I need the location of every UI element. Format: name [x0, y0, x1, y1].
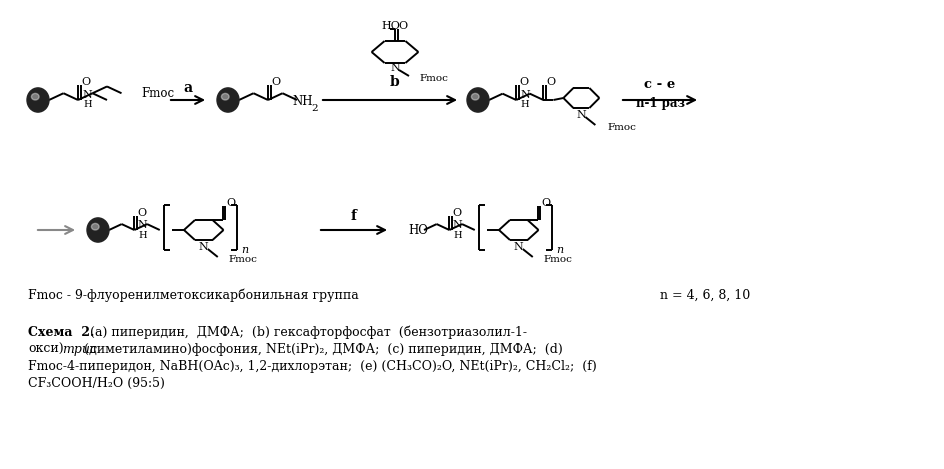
Text: CF₃COOH/H₂O (95:5): CF₃COOH/H₂O (95:5)	[28, 377, 165, 389]
Text: c - e: c - e	[645, 77, 676, 91]
Text: Fmoc: Fmoc	[228, 255, 258, 264]
Text: N: N	[514, 242, 524, 252]
Ellipse shape	[467, 88, 489, 112]
Text: O: O	[547, 77, 556, 87]
Text: N: N	[453, 220, 463, 230]
Text: (диметиламино)фосфония, NEt(iPr)₂, ДМФА;  (c) пиперидин, ДМФА;  (d): (диметиламино)фосфония, NEt(iPr)₂, ДМФА;…	[84, 342, 563, 356]
Ellipse shape	[92, 223, 99, 230]
Ellipse shape	[222, 93, 229, 100]
Text: Схема  2.: Схема 2.	[28, 325, 94, 339]
Text: H: H	[453, 231, 462, 240]
Text: O: O	[541, 198, 550, 208]
Text: H: H	[521, 100, 530, 109]
Text: HO: HO	[381, 21, 400, 31]
Text: Fmoc: Fmoc	[142, 87, 175, 100]
Text: (a) пиперидин,  ДМФА;  (b) гексафторфосфат  (бензотриазолил-1-: (a) пиперидин, ДМФА; (b) гексафторфосфат…	[82, 325, 527, 339]
Ellipse shape	[471, 93, 480, 100]
Text: Fmoc: Fmoc	[544, 255, 573, 264]
Text: Fmoc-4-пиперидон, NaBH(OAc)₃, 1,2-дихлорэтан;  (e) (CH₃CO)₂O, NEt(iPr)₂, CH₂Cl₂;: Fmoc-4-пиперидон, NaBH(OAc)₃, 1,2-дихлор…	[28, 360, 597, 372]
Text: n: n	[242, 245, 248, 255]
Text: трис: трис	[62, 342, 97, 356]
Text: NH: NH	[293, 94, 313, 107]
Text: 2: 2	[312, 104, 318, 113]
Ellipse shape	[217, 88, 239, 112]
Text: a: a	[183, 81, 193, 95]
Text: H: H	[139, 231, 147, 240]
Text: n-1 раз: n-1 раз	[635, 97, 684, 109]
Text: окси): окси)	[28, 342, 63, 356]
Text: O: O	[138, 208, 147, 218]
Text: O: O	[81, 77, 91, 87]
Text: f: f	[351, 209, 357, 223]
Text: Fmoc: Fmoc	[419, 74, 447, 83]
Text: n: n	[557, 245, 564, 255]
Text: HO: HO	[408, 224, 428, 236]
Text: O: O	[519, 77, 529, 87]
Text: H: H	[83, 100, 92, 109]
Text: N: N	[199, 242, 209, 252]
Text: N: N	[577, 110, 586, 120]
Ellipse shape	[87, 218, 109, 242]
Text: N: N	[138, 220, 147, 230]
Ellipse shape	[27, 88, 49, 112]
Text: N: N	[82, 90, 93, 99]
Text: O: O	[398, 21, 408, 31]
Text: O: O	[453, 208, 462, 218]
Text: O: O	[226, 198, 235, 208]
Text: N: N	[520, 90, 530, 100]
Text: Fmoc: Fmoc	[607, 122, 636, 131]
Text: n = 4, 6, 8, 10: n = 4, 6, 8, 10	[660, 288, 750, 302]
Ellipse shape	[31, 93, 39, 100]
Text: b: b	[390, 75, 400, 89]
Text: O: O	[272, 77, 280, 87]
Text: Fmoc - 9-флуоренилметоксикарбонильная группа: Fmoc - 9-флуоренилметоксикарбонильная гр…	[28, 288, 359, 302]
Text: N: N	[390, 63, 400, 73]
